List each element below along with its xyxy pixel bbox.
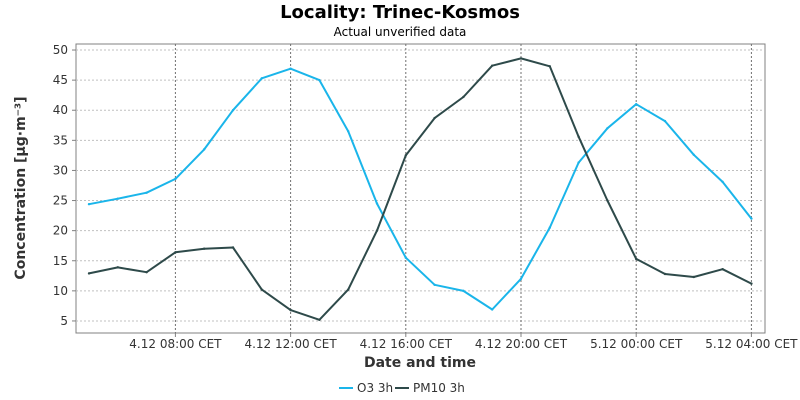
y-tick-label: 20 [53, 224, 68, 238]
data-point [692, 153, 695, 156]
data-point [260, 77, 263, 80]
x-tick-label: 4.12 16:00 CET [360, 337, 453, 351]
data-point [145, 270, 148, 274]
y-tick-label: 35 [53, 133, 68, 147]
data-point [692, 275, 695, 279]
data-point [87, 272, 91, 275]
data-point [548, 65, 551, 68]
x-tick-label: 5.12 04:00 CET [705, 337, 798, 351]
data-point [347, 130, 350, 133]
data-point [174, 251, 177, 254]
plot-area [75, 43, 766, 334]
data-point [577, 161, 580, 164]
x-tick-label: 5.12 00:00 CET [590, 337, 683, 351]
data-point [203, 247, 206, 250]
data-point [404, 256, 407, 259]
series-line-1 [88, 57, 753, 321]
data-point [548, 226, 551, 229]
data-point [519, 57, 523, 60]
data-point [433, 116, 436, 120]
x-tick-label: 4.12 20:00 CET [475, 337, 568, 351]
data-point [116, 266, 120, 269]
data-point [635, 103, 638, 106]
data-point [663, 272, 667, 276]
data-point [491, 64, 494, 67]
data-point [606, 199, 609, 202]
data-point [289, 67, 292, 70]
data-point [721, 180, 724, 184]
x-tick-label: 4.12 12:00 CET [244, 337, 337, 351]
data-point [116, 197, 120, 200]
y-tick-label: 15 [53, 254, 68, 268]
y-axis-title: Concentration [µg·m⁻³] [13, 96, 29, 279]
data-point [462, 95, 465, 99]
data-point [663, 119, 667, 123]
data-point [462, 289, 465, 293]
data-point [318, 318, 321, 321]
data-point [750, 217, 753, 220]
data-point [87, 202, 91, 206]
data-point [145, 191, 148, 194]
data-point [347, 288, 350, 291]
data-point [519, 277, 523, 281]
y-tick-label: 30 [53, 163, 68, 177]
series-line-0 [88, 67, 753, 311]
legend: O3 3h PM10 3h [339, 381, 465, 395]
y-tick-label: 50 [53, 43, 68, 57]
y-tick-label: 10 [53, 284, 68, 298]
data-point [289, 308, 292, 312]
data-point [606, 127, 609, 130]
x-tick-label: 4.12 08:00 CET [129, 337, 222, 351]
data-point [635, 257, 638, 261]
data-point [404, 154, 407, 157]
y-tick-label: 25 [53, 194, 68, 208]
chart-subtitle: Actual unverified data [334, 25, 467, 39]
data-point [375, 229, 379, 232]
chart-title: Locality: Trinec-Kosmos [280, 2, 520, 23]
legend-label: PM10 3h [413, 381, 465, 395]
legend-label: O3 3h [357, 381, 393, 395]
data-point [577, 135, 580, 138]
data-point [231, 109, 235, 112]
x-axis-title: Date and time [364, 355, 476, 371]
data-point [318, 78, 321, 82]
data-point [750, 282, 753, 285]
y-tick-label: 5 [60, 314, 68, 328]
y-tick-label: 45 [53, 73, 68, 87]
data-point [375, 202, 379, 205]
data-point [231, 246, 235, 249]
axes: 5 10 15 20 25 30 35 40 45 50 4.12 08:00 CET 4.12 12… [53, 43, 798, 351]
data-point [260, 288, 263, 291]
data-point [721, 267, 724, 271]
data-point [491, 308, 494, 311]
data-point [433, 283, 436, 287]
series-lines [87, 57, 753, 321]
data-point [174, 177, 177, 181]
grid-lines [76, 44, 765, 333]
y-tick-label: 40 [53, 103, 68, 117]
data-point [203, 148, 206, 151]
